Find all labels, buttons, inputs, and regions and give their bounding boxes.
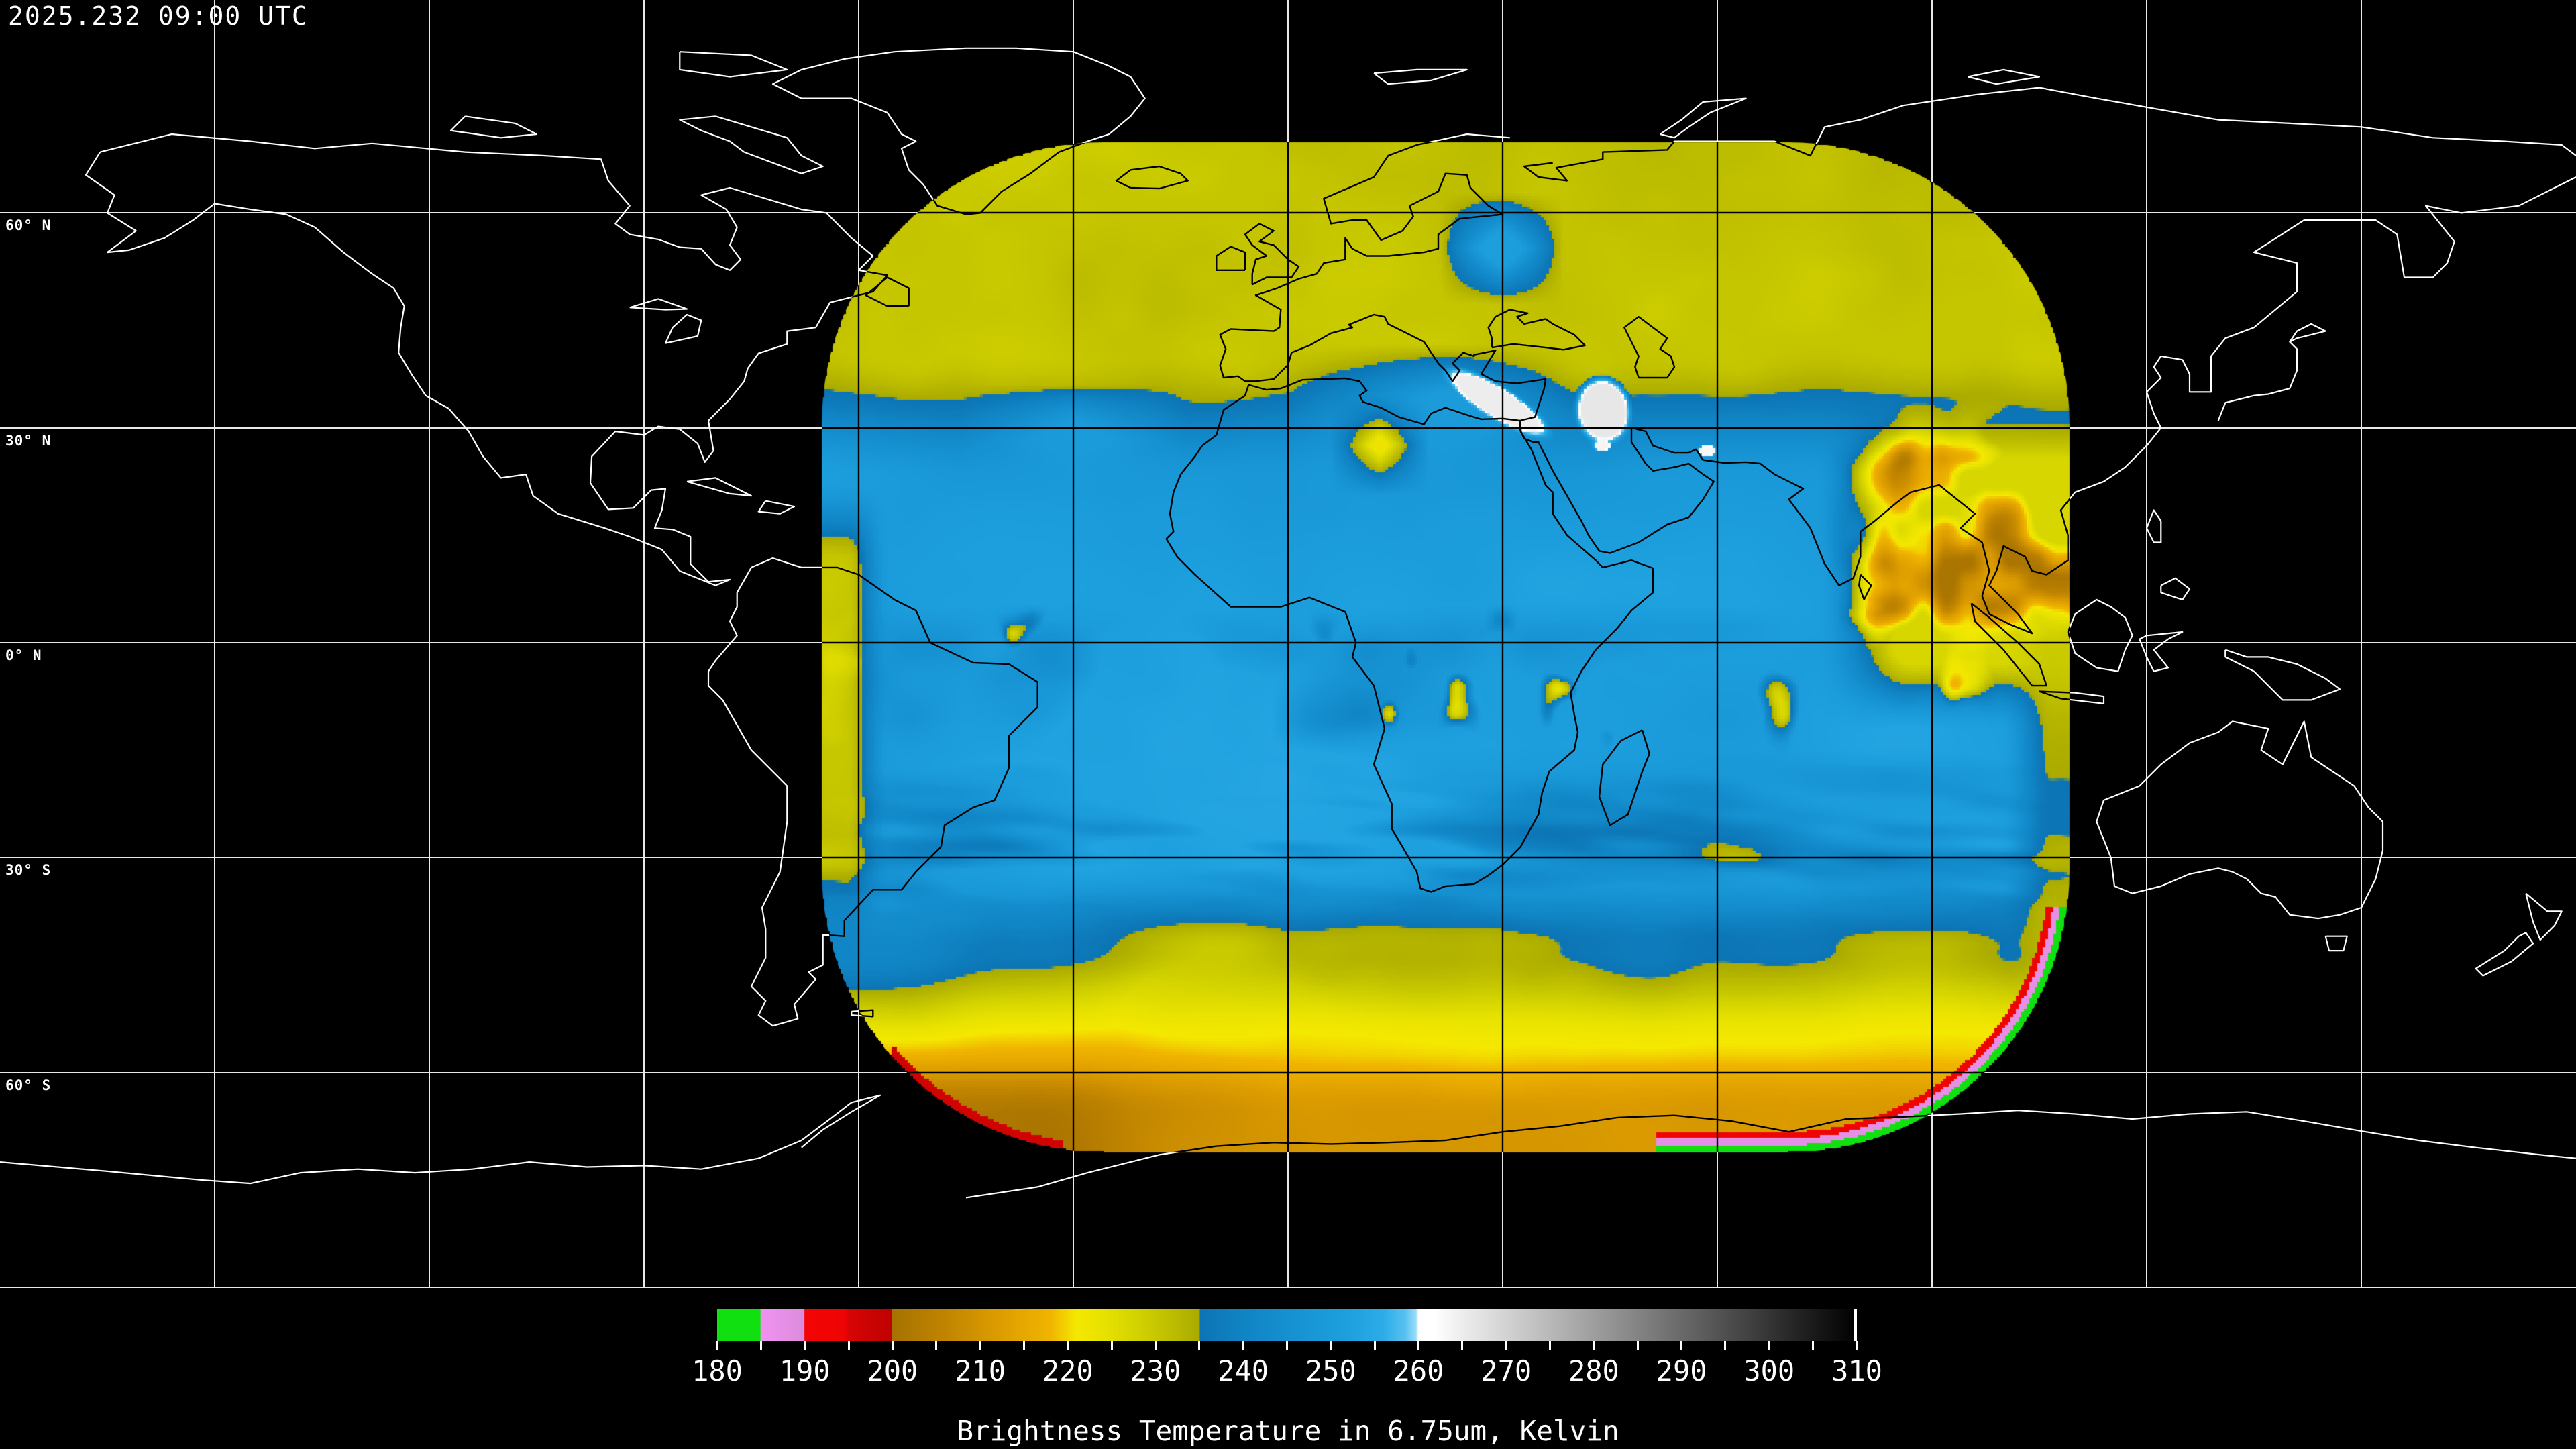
colorbar-tick-label: 210 bbox=[955, 1354, 1006, 1387]
colorbar-tick bbox=[1022, 1341, 1025, 1350]
colorbar-tick bbox=[1373, 1341, 1376, 1350]
colorbar-tick bbox=[716, 1341, 718, 1350]
colorbar-end-cap bbox=[1854, 1309, 1857, 1341]
colorbar-tick bbox=[1330, 1341, 1332, 1350]
colorbar-gradient bbox=[717, 1309, 1857, 1341]
colorbar-tick bbox=[1680, 1341, 1683, 1350]
latitude-label: 30° S bbox=[5, 862, 52, 878]
latitude-label: 30° N bbox=[5, 433, 52, 449]
colorbar-tick-label: 270 bbox=[1481, 1354, 1532, 1387]
colorbar-tick-label: 300 bbox=[1743, 1354, 1795, 1387]
colorbar-tick bbox=[1067, 1341, 1069, 1350]
colorbar-tick bbox=[1593, 1341, 1595, 1350]
latitude-label: 60° S bbox=[5, 1077, 52, 1093]
colorbar-tick bbox=[1242, 1341, 1244, 1350]
colorbar-tick bbox=[1154, 1341, 1157, 1350]
colorbar-tick-label: 200 bbox=[867, 1354, 918, 1387]
colorbar-tick bbox=[891, 1341, 894, 1350]
colorbar-tick bbox=[1461, 1341, 1464, 1350]
colorbar-tick-label: 190 bbox=[779, 1354, 830, 1387]
colorbar-tick-label: 280 bbox=[1568, 1354, 1619, 1387]
colorbar-tick-label: 230 bbox=[1130, 1354, 1181, 1387]
colorbar-tick bbox=[759, 1341, 762, 1350]
colorbar-tick bbox=[804, 1341, 806, 1350]
colorbar-tick bbox=[1724, 1341, 1727, 1350]
colorbar-tick-label: 290 bbox=[1656, 1354, 1707, 1387]
colorbar-tick bbox=[1768, 1341, 1770, 1350]
colorbar-caption: Brightness Temperature in 6.75um, Kelvin bbox=[957, 1415, 1619, 1447]
colorbar-tick bbox=[1812, 1341, 1815, 1350]
colorbar-tick-label: 240 bbox=[1218, 1354, 1269, 1387]
colorbar-tick bbox=[847, 1341, 850, 1350]
colorbar-tick-label: 260 bbox=[1393, 1354, 1444, 1387]
colorbar-tick-label: 220 bbox=[1042, 1354, 1093, 1387]
colorbar-tick bbox=[1856, 1341, 1858, 1350]
latitude-label: 60° N bbox=[5, 217, 52, 233]
colorbar-tick-label: 180 bbox=[692, 1354, 743, 1387]
colorbar-tick-label: 250 bbox=[1305, 1354, 1356, 1387]
colorbar-tick bbox=[979, 1341, 981, 1350]
timestamp-label: 2025.232 09:00 UTC bbox=[8, 1, 309, 31]
colorbar-tick bbox=[1549, 1341, 1552, 1350]
latitude-label: 0° N bbox=[5, 647, 42, 663]
colorbar-tick bbox=[1286, 1341, 1288, 1350]
colorbar-tick bbox=[1417, 1341, 1420, 1350]
colorbar-tick bbox=[1505, 1341, 1507, 1350]
colorbar-tick bbox=[1110, 1341, 1113, 1350]
colorbar-tick bbox=[1198, 1341, 1201, 1350]
colorbar-tick bbox=[1636, 1341, 1639, 1350]
colorbar-tick bbox=[935, 1341, 938, 1350]
colorbar-tick-label: 310 bbox=[1831, 1354, 1882, 1387]
